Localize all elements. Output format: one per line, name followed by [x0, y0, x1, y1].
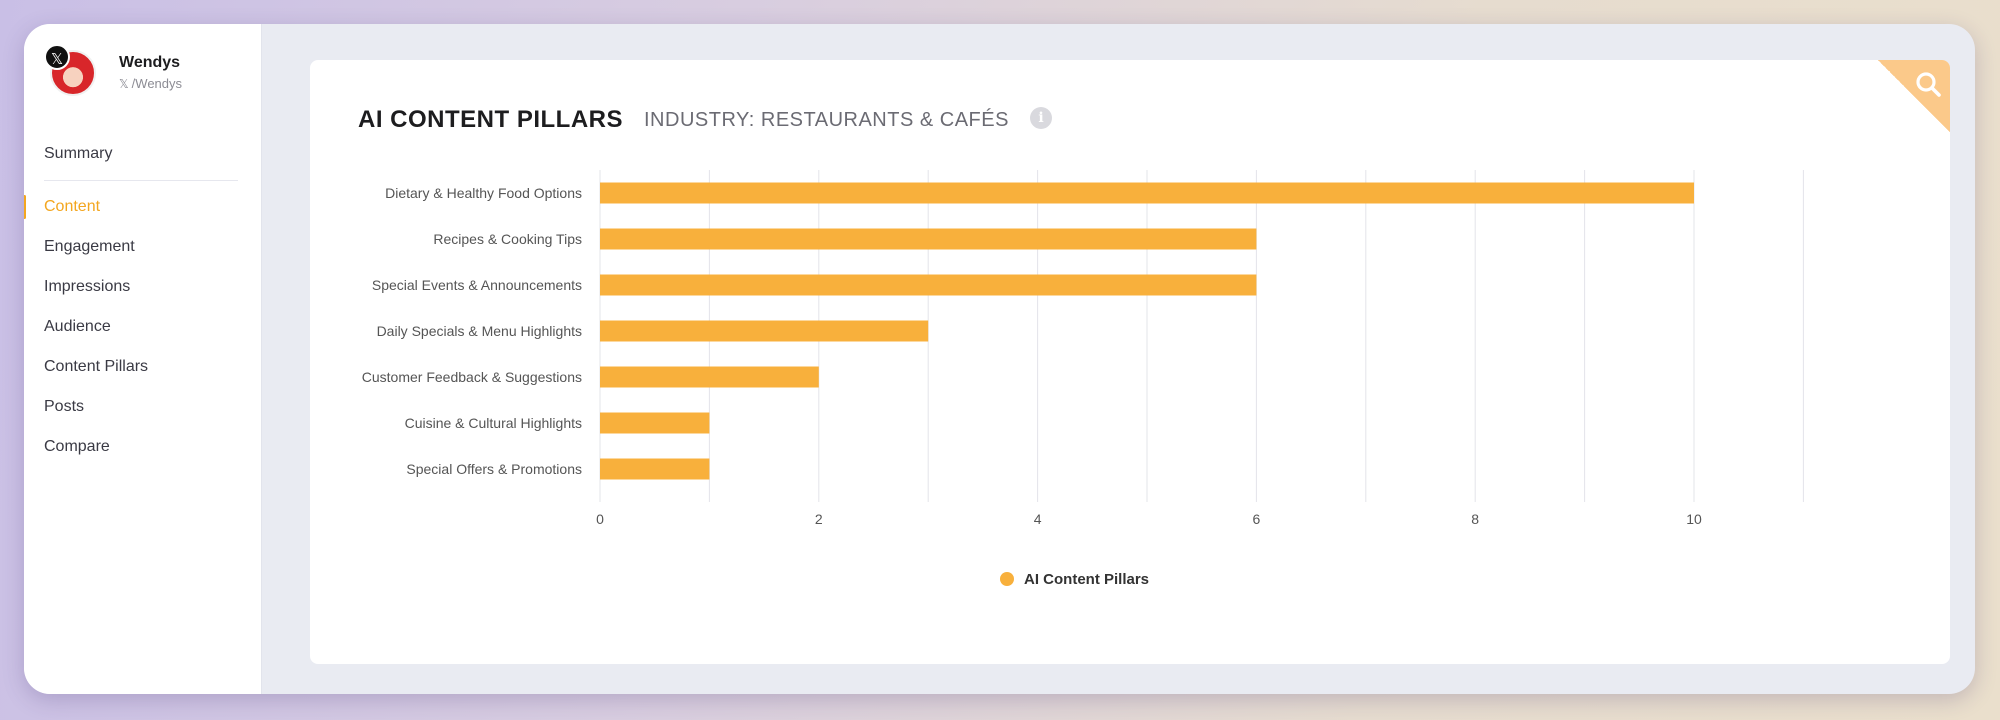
profile-header[interactable]: 𝕏 Wendys 𝕏/Wendys: [44, 44, 254, 124]
category-label: Daily Specials & Menu Highlights: [377, 323, 582, 339]
sidebar-item-posts[interactable]: Posts: [44, 398, 85, 415]
sidebar-item-audience[interactable]: Audience: [44, 318, 111, 335]
sidebar-item-impressions[interactable]: Impressions: [44, 278, 131, 295]
bar[interactable]: [600, 458, 710, 480]
card-subtitle: INDUSTRY: RESTAURANTS & CAFÉS: [644, 109, 1009, 131]
chart-legend[interactable]: AI Content Pillars: [1000, 567, 1149, 591]
x-tick-label: 10: [1686, 511, 1702, 527]
sidebar-item-summary[interactable]: Summary: [44, 145, 113, 162]
app-window: 𝕏 Wendys 𝕏/Wendys Summary Content Engage…: [24, 24, 1975, 694]
sidebar-item-content[interactable]: Content: [24, 187, 262, 227]
nav-divider: [44, 180, 238, 181]
category-label: Special Offers & Promotions: [406, 461, 582, 477]
content-pillars-card: AI CONTENT PILLARS INDUSTRY: RESTAURANTS…: [310, 60, 1950, 664]
x-logo-icon: 𝕏: [119, 77, 129, 91]
x-logo-icon: 𝕏: [44, 44, 70, 70]
profile-handle-text: /Wendys: [131, 76, 183, 91]
legend-label: AI Content Pillars: [1024, 570, 1150, 588]
bar[interactable]: [600, 182, 1694, 204]
x-tick-label: 2: [815, 511, 823, 527]
bar-chart: Dietary & Healthy Food Options Recipes & …: [362, 170, 1804, 527]
sidebar-item-compare[interactable]: Compare: [44, 438, 110, 455]
search-icon: [1916, 72, 1941, 97]
x-tick-label: 8: [1471, 511, 1479, 527]
category-label: Special Events & Announcements: [372, 277, 582, 293]
bar[interactable]: [600, 228, 1257, 250]
sidebar: 𝕏 Wendys 𝕏/Wendys Summary Content Engage…: [24, 24, 262, 694]
category-label: Dietary & Healthy Food Options: [385, 185, 582, 201]
x-tick-label: 6: [1253, 511, 1261, 527]
sidebar-item-engagement[interactable]: Engagement: [44, 238, 135, 255]
x-tick-label: 4: [1034, 511, 1042, 527]
card-title: AI CONTENT PILLARS: [358, 106, 623, 133]
bar[interactable]: [600, 412, 710, 434]
category-label: Recipes & Cooking Tips: [433, 231, 582, 247]
legend-swatch: [1000, 572, 1014, 586]
x-tick-label: 0: [596, 511, 604, 527]
sidebar-item-content-pillars[interactable]: Content Pillars: [44, 358, 149, 375]
main-content: AI CONTENT PILLARS INDUSTRY: RESTAURANTS…: [262, 24, 1975, 694]
sidebar-nav: Summary Content Engagement Impressions A…: [24, 134, 262, 467]
bar[interactable]: [600, 320, 929, 342]
category-label: Cuisine & Cultural Highlights: [405, 415, 582, 431]
category-label: Customer Feedback & Suggestions: [362, 369, 582, 385]
bar[interactable]: [600, 274, 1257, 296]
info-icon[interactable]: i: [1030, 107, 1052, 129]
search-corner-button[interactable]: [1878, 60, 1950, 132]
bar[interactable]: [600, 366, 819, 388]
profile-name: Wendys: [119, 54, 181, 71]
profile-handle: 𝕏/Wendys: [119, 76, 182, 91]
